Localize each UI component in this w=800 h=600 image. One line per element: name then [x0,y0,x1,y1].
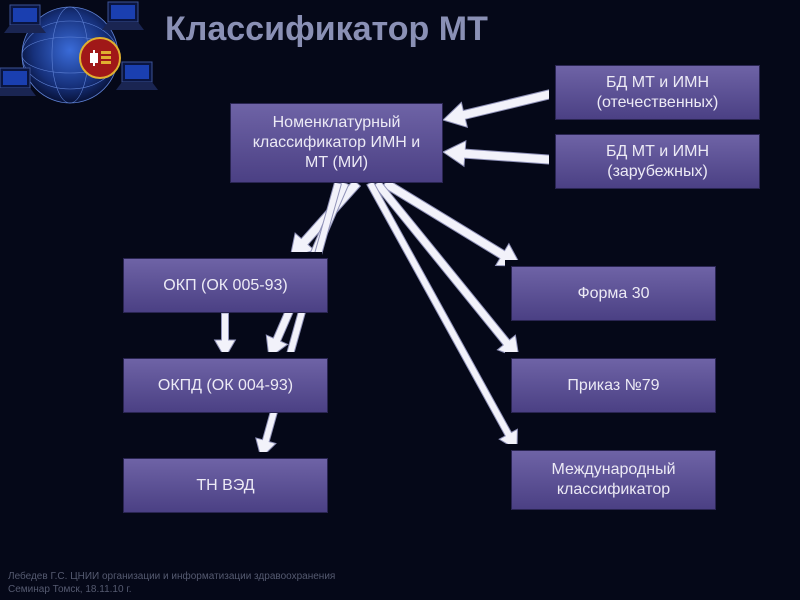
node-okp: ОКП (ОК 005-93) [123,258,328,313]
node-okpd: ОКПД (ОК 004-93) [123,358,328,413]
node-db_dom: БД МТ и ИМН (отечественных) [555,65,760,120]
node-pr79: Приказ №79 [511,358,716,413]
diagram-container: Номенклатурный классификатор ИМН и МТ (М… [0,0,800,600]
node-db_for: БД МТ и ИМН (зарубежных) [555,134,760,189]
node-intl: Международный классификатор [511,450,716,510]
footer-line2: Семинар Томск, 18.11.10 г. [8,584,335,597]
node-central: Номенклатурный классификатор ИМН и МТ (М… [230,103,443,183]
page-title: Классификатор МТ [165,10,488,49]
node-form30: Форма 30 [511,266,716,321]
footer-text: Лебедев Г.С. ЦНИИ организации и информат… [8,571,335,596]
node-tnved: ТН ВЭД [123,458,328,513]
footer-line1: Лебедев Г.С. ЦНИИ организации и информат… [8,571,335,584]
